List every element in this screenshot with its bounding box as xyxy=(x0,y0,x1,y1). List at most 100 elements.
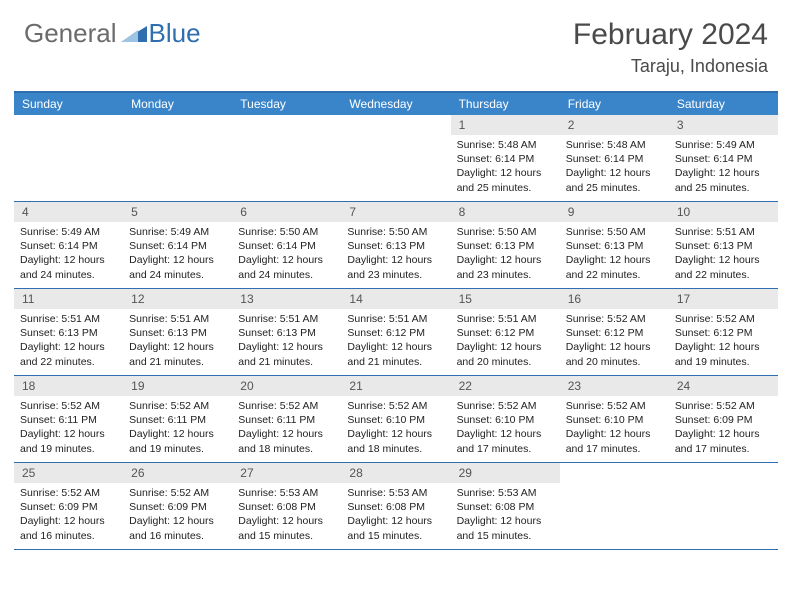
daylight1-text: Daylight: 12 hours xyxy=(20,427,117,441)
sunrise-text: Sunrise: 5:51 AM xyxy=(347,312,444,326)
calendar-cell: 6Sunrise: 5:50 AMSunset: 6:14 PMDaylight… xyxy=(232,202,341,288)
daylight1-text: Daylight: 12 hours xyxy=(347,253,444,267)
daylight1-text: Daylight: 12 hours xyxy=(566,166,663,180)
daylight1-text: Daylight: 12 hours xyxy=(347,427,444,441)
daylight2-text: and 21 minutes. xyxy=(238,355,335,369)
calendar-cell: 17Sunrise: 5:52 AMSunset: 6:12 PMDayligh… xyxy=(669,289,778,375)
week-row: 25Sunrise: 5:52 AMSunset: 6:09 PMDayligh… xyxy=(14,463,778,550)
day-number: 12 xyxy=(123,289,232,309)
sunset-text: Sunset: 6:11 PM xyxy=(129,413,226,427)
sunset-text: Sunset: 6:12 PM xyxy=(457,326,554,340)
sunrise-text: Sunrise: 5:50 AM xyxy=(238,225,335,239)
logo-triangle-icon xyxy=(121,24,147,45)
logo-part2: Blue xyxy=(149,18,201,49)
sunset-text: Sunset: 6:09 PM xyxy=(129,500,226,514)
day-number: 26 xyxy=(123,463,232,483)
calendar-cell: 27Sunrise: 5:53 AMSunset: 6:08 PMDayligh… xyxy=(232,463,341,549)
daylight1-text: Daylight: 12 hours xyxy=(566,427,663,441)
sunset-text: Sunset: 6:11 PM xyxy=(20,413,117,427)
calendar-cell: 15Sunrise: 5:51 AMSunset: 6:12 PMDayligh… xyxy=(451,289,560,375)
daylight2-text: and 17 minutes. xyxy=(566,442,663,456)
day-header-row: Sunday Monday Tuesday Wednesday Thursday… xyxy=(14,93,778,115)
day-number: 18 xyxy=(14,376,123,396)
logo: General Blue xyxy=(24,18,201,49)
sunrise-text: Sunrise: 5:49 AM xyxy=(129,225,226,239)
daylight2-text: and 22 minutes. xyxy=(675,268,772,282)
daylight2-text: and 19 minutes. xyxy=(20,442,117,456)
day-number: 6 xyxy=(232,202,341,222)
location: Taraju, Indonesia xyxy=(573,56,768,77)
sunrise-text: Sunrise: 5:51 AM xyxy=(675,225,772,239)
sunset-text: Sunset: 6:09 PM xyxy=(675,413,772,427)
daylight2-text: and 15 minutes. xyxy=(238,529,335,543)
daylight2-text: and 21 minutes. xyxy=(347,355,444,369)
sunset-text: Sunset: 6:13 PM xyxy=(129,326,226,340)
sunrise-text: Sunrise: 5:53 AM xyxy=(457,486,554,500)
calendar-cell xyxy=(341,115,450,201)
sunset-text: Sunset: 6:14 PM xyxy=(675,152,772,166)
sunrise-text: Sunrise: 5:51 AM xyxy=(238,312,335,326)
daylight1-text: Daylight: 12 hours xyxy=(566,253,663,267)
sunset-text: Sunset: 6:14 PM xyxy=(566,152,663,166)
day-header: Friday xyxy=(560,93,669,115)
week-row: 18Sunrise: 5:52 AMSunset: 6:11 PMDayligh… xyxy=(14,376,778,463)
sunrise-text: Sunrise: 5:52 AM xyxy=(566,312,663,326)
daylight1-text: Daylight: 12 hours xyxy=(20,253,117,267)
sunrise-text: Sunrise: 5:52 AM xyxy=(129,399,226,413)
daylight2-text: and 15 minutes. xyxy=(457,529,554,543)
daylight1-text: Daylight: 12 hours xyxy=(20,514,117,528)
day-number: 15 xyxy=(451,289,560,309)
sunrise-text: Sunrise: 5:53 AM xyxy=(238,486,335,500)
daylight2-text: and 18 minutes. xyxy=(347,442,444,456)
daylight1-text: Daylight: 12 hours xyxy=(347,514,444,528)
day-number: 19 xyxy=(123,376,232,396)
day-number: 13 xyxy=(232,289,341,309)
calendar-cell: 22Sunrise: 5:52 AMSunset: 6:10 PMDayligh… xyxy=(451,376,560,462)
daylight2-text: and 23 minutes. xyxy=(347,268,444,282)
sunrise-text: Sunrise: 5:50 AM xyxy=(457,225,554,239)
calendar-cell: 14Sunrise: 5:51 AMSunset: 6:12 PMDayligh… xyxy=(341,289,450,375)
sunrise-text: Sunrise: 5:50 AM xyxy=(566,225,663,239)
daylight2-text: and 22 minutes. xyxy=(20,355,117,369)
day-number: 10 xyxy=(669,202,778,222)
daylight2-text: and 21 minutes. xyxy=(129,355,226,369)
day-number: 21 xyxy=(341,376,450,396)
day-number: 23 xyxy=(560,376,669,396)
sunset-text: Sunset: 6:13 PM xyxy=(457,239,554,253)
daylight1-text: Daylight: 12 hours xyxy=(129,514,226,528)
day-number: 5 xyxy=(123,202,232,222)
sunrise-text: Sunrise: 5:52 AM xyxy=(20,486,117,500)
daylight2-text: and 20 minutes. xyxy=(566,355,663,369)
daylight2-text: and 18 minutes. xyxy=(238,442,335,456)
sunrise-text: Sunrise: 5:52 AM xyxy=(457,399,554,413)
calendar-cell: 25Sunrise: 5:52 AMSunset: 6:09 PMDayligh… xyxy=(14,463,123,549)
daylight1-text: Daylight: 12 hours xyxy=(675,427,772,441)
day-header: Wednesday xyxy=(341,93,450,115)
sunrise-text: Sunrise: 5:51 AM xyxy=(457,312,554,326)
daylight2-text: and 24 minutes. xyxy=(238,268,335,282)
daylight1-text: Daylight: 12 hours xyxy=(20,340,117,354)
sunrise-text: Sunrise: 5:50 AM xyxy=(347,225,444,239)
daylight1-text: Daylight: 12 hours xyxy=(457,253,554,267)
calendar-cell: 5Sunrise: 5:49 AMSunset: 6:14 PMDaylight… xyxy=(123,202,232,288)
calendar-cell: 4Sunrise: 5:49 AMSunset: 6:14 PMDaylight… xyxy=(14,202,123,288)
header: General Blue February 2024 Taraju, Indon… xyxy=(0,0,792,85)
day-number: 22 xyxy=(451,376,560,396)
sunrise-text: Sunrise: 5:48 AM xyxy=(566,138,663,152)
sunrise-text: Sunrise: 5:48 AM xyxy=(457,138,554,152)
calendar-cell: 18Sunrise: 5:52 AMSunset: 6:11 PMDayligh… xyxy=(14,376,123,462)
day-number: 2 xyxy=(560,115,669,135)
day-header: Saturday xyxy=(669,93,778,115)
daylight2-text: and 17 minutes. xyxy=(457,442,554,456)
day-number: 16 xyxy=(560,289,669,309)
daylight1-text: Daylight: 12 hours xyxy=(457,166,554,180)
daylight2-text: and 20 minutes. xyxy=(457,355,554,369)
calendar-cell: 2 Sunrise: 5:48 AMSunset: 6:14 PMDaylight… xyxy=(560,115,669,201)
daylight1-text: Daylight: 12 hours xyxy=(347,340,444,354)
sunrise-text: Sunrise: 5:49 AM xyxy=(20,225,117,239)
daylight1-text: Daylight: 12 hours xyxy=(675,340,772,354)
calendar-cell: 16Sunrise: 5:52 AMSunset: 6:12 PMDayligh… xyxy=(560,289,669,375)
sunset-text: Sunset: 6:14 PM xyxy=(20,239,117,253)
logo-part1: General xyxy=(24,18,117,49)
daylight1-text: Daylight: 12 hours xyxy=(129,340,226,354)
